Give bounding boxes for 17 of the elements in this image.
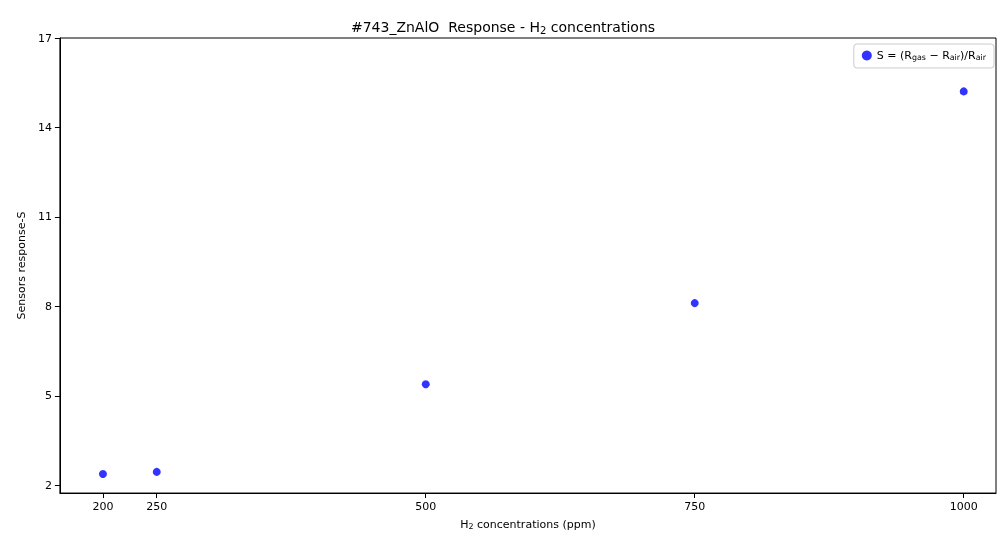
y-tick-label: 14 [37, 120, 52, 134]
x-tick-label: 1000 [949, 500, 978, 514]
x-tick-label: 500 [415, 500, 437, 514]
point [152, 467, 161, 476]
point [690, 299, 699, 308]
x-tick-label: 250 [146, 500, 168, 514]
y-tick-label: 17 [37, 31, 52, 45]
point [98, 469, 107, 478]
point [959, 87, 968, 96]
y-tick-label: 8 [44, 299, 52, 313]
y-tick-label: 5 [44, 389, 52, 403]
x-tick-label: 200 [92, 500, 114, 514]
y-tick-label: 11 [37, 210, 52, 224]
point [421, 380, 430, 389]
y-tick-label: 2 [44, 478, 52, 492]
y-axis-title: Sensors response-S [15, 211, 28, 320]
x-tick-label: 750 [684, 500, 706, 514]
